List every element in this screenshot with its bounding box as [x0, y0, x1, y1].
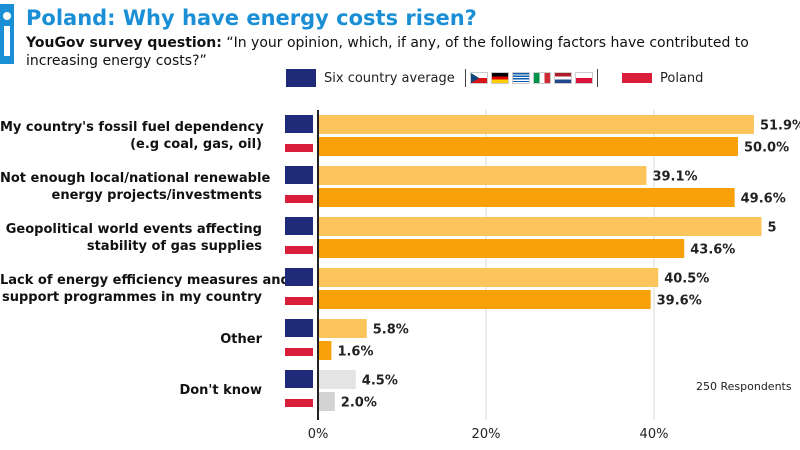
series-marker-average [285, 370, 313, 388]
series-marker-average [285, 217, 313, 235]
data-label: 5 [768, 221, 777, 236]
category-label: Don't know [179, 383, 262, 398]
series-marker-poland [285, 195, 313, 203]
bar-poland [318, 188, 735, 207]
data-label: 1.6% [337, 345, 373, 360]
series-marker-average [285, 319, 313, 337]
data-label: 49.6% [741, 192, 786, 207]
info-logo-icon [0, 4, 14, 64]
bar-six-country-average [318, 217, 762, 236]
subtitle-source: YouGov survey question: [26, 35, 222, 51]
data-label: 39.1% [652, 170, 697, 185]
series-marker-poland [285, 246, 313, 254]
data-label: 39.6% [657, 294, 702, 309]
data-label: 51.9% [760, 119, 800, 134]
data-label: 40.5% [664, 272, 709, 287]
bar-six-country-average [318, 319, 367, 338]
bar-six-country-average [318, 370, 356, 389]
category-label: Not enough local/national renewable energ… [0, 170, 271, 203]
category-label: My country's fossil fuel dependency (e.g … [0, 119, 264, 152]
bar-poland [318, 392, 335, 411]
bar-six-country-average [318, 166, 647, 185]
legend-swatch-poland [622, 73, 652, 83]
bar-poland [318, 239, 685, 258]
category-label: Other [220, 332, 262, 347]
series-marker-poland [285, 297, 313, 305]
bar-poland [318, 290, 651, 309]
series-marker-average [285, 166, 313, 184]
data-label: 2.0% [341, 396, 377, 411]
legend-label-poland: Poland [660, 70, 704, 86]
bar-poland [318, 137, 738, 156]
country-flags [464, 69, 598, 87]
series-marker-poland [285, 348, 313, 356]
legend-swatch-average [286, 69, 316, 87]
data-label: 50.0% [744, 141, 789, 156]
bar-poland [318, 341, 332, 360]
legend-six-country: Six country average [286, 66, 598, 90]
series-marker-average [285, 268, 313, 286]
data-label: 43.6% [690, 243, 735, 258]
chart-subtitle: YouGov survey question: “In your opinion… [26, 34, 786, 70]
x-tick-label: 20% [472, 427, 501, 442]
poland-flag-icon [574, 72, 593, 84]
bar-six-country-average [318, 115, 754, 134]
legend-label-average: Six country average [324, 70, 455, 86]
data-label: 4.5% [362, 374, 398, 389]
series-marker-poland [285, 144, 313, 152]
series-marker-average [285, 115, 313, 133]
category-label: Geopolitical world events affecting stabi… [5, 221, 262, 254]
bar-six-country-average [318, 268, 659, 287]
legend-poland: Poland [622, 66, 703, 90]
germany-flag-icon [490, 72, 509, 84]
series-marker-poland [285, 399, 313, 407]
netherlands-flag-icon [553, 72, 572, 84]
x-tick-label: 0% [308, 427, 329, 442]
greece-flag-icon [511, 72, 530, 84]
czech-flag-icon [469, 72, 488, 84]
category-label: Lack of energy efficiency measures and su… [0, 272, 290, 305]
subtitle-question: “In your opinion, which, if any, of the … [26, 35, 749, 69]
data-label: 5.8% [373, 323, 409, 338]
respondents-note: 250 Respondents [696, 380, 792, 393]
italy-flag-icon [532, 72, 551, 84]
chart-title: Poland: Why have energy costs risen? [26, 6, 477, 30]
x-tick-label: 40% [640, 427, 669, 442]
